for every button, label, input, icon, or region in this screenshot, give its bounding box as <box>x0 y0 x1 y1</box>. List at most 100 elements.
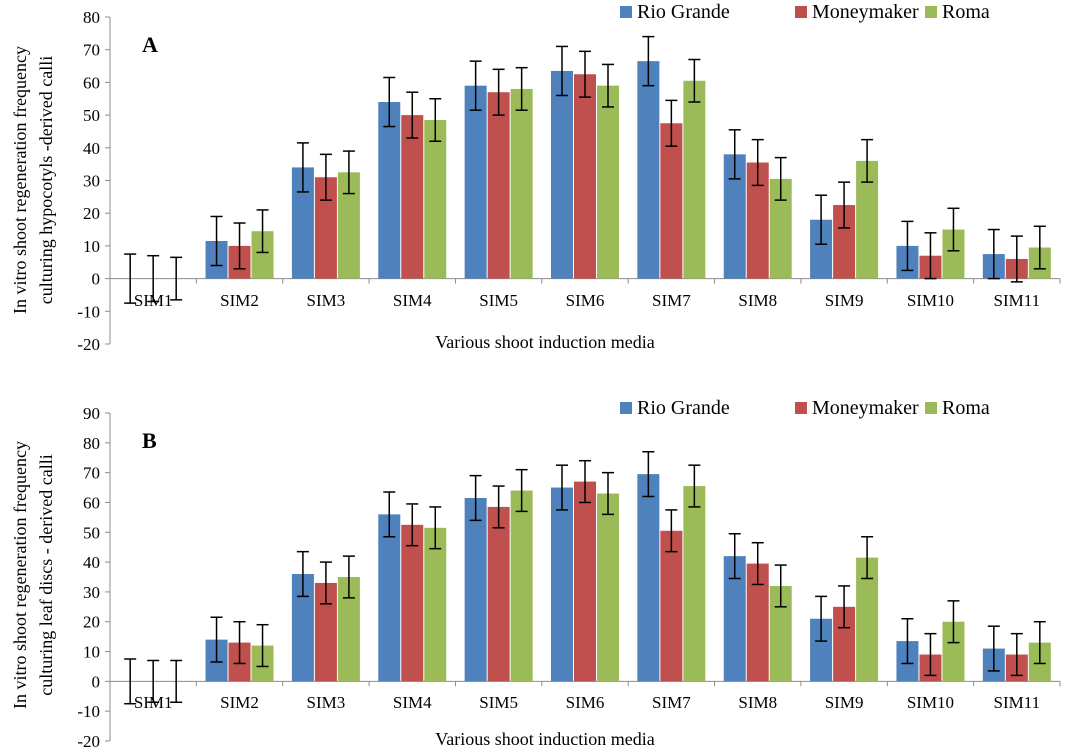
bar <box>660 123 683 279</box>
x-tick-label: SIM6 <box>566 291 605 310</box>
bar <box>723 556 746 682</box>
y-tick-label: 30 <box>83 583 100 602</box>
legend-label: Rio Grande <box>637 397 730 419</box>
x-tick-label: SIM8 <box>738 693 777 712</box>
y-tick-label: -20 <box>77 732 100 751</box>
bar <box>337 577 360 682</box>
panel-label: A <box>142 32 158 57</box>
bar <box>942 621 965 682</box>
bar <box>487 92 510 279</box>
bar <box>746 162 769 279</box>
bar <box>424 120 447 279</box>
bar <box>637 474 660 682</box>
bar <box>574 74 596 279</box>
bar <box>551 487 573 682</box>
chart-panel-b: 90 80 70 60 50 40 30 20 10 0 -10 -20 SIM1 SIM2 SIM3 SIM… <box>10 397 1061 751</box>
x-tick-label: SIM11 <box>994 291 1041 310</box>
x-tick-label: SIM2 <box>220 693 259 712</box>
bar <box>337 172 360 279</box>
bar <box>510 490 533 682</box>
bar <box>723 154 746 279</box>
legend-label: Roma <box>942 1 990 23</box>
x-tick-label: SIM4 <box>393 693 432 712</box>
x-tick-label: SIM9 <box>825 291 864 310</box>
y-axis-title: In vitro shoot regeneration frequency <box>10 46 30 314</box>
bar <box>597 493 619 682</box>
y-tick-label: 60 <box>83 493 100 512</box>
bar <box>378 514 401 682</box>
x-tick-label: SIM6 <box>566 693 605 712</box>
y-tick-label: -10 <box>77 302 100 321</box>
bar <box>810 219 833 279</box>
y-tick-label: 20 <box>83 204 100 223</box>
bar <box>856 557 879 682</box>
legend-swatch <box>795 402 807 414</box>
bar <box>401 524 424 682</box>
y-tick-label: 50 <box>83 106 100 125</box>
bar <box>660 530 683 682</box>
y-tick-label: -10 <box>77 702 100 721</box>
legend-swatch <box>620 6 632 18</box>
bar <box>401 115 424 279</box>
bar <box>464 497 487 682</box>
y-tick-label: 0 <box>92 270 101 289</box>
bar <box>810 618 833 682</box>
y-tick-label: 80 <box>83 8 100 27</box>
bar <box>833 205 856 279</box>
x-axis-title: Various shoot induction media <box>435 332 654 352</box>
x-tick-label: SIM7 <box>652 693 691 712</box>
legend-swatch <box>925 6 937 18</box>
bar <box>314 582 337 682</box>
bar <box>314 177 337 279</box>
legend-swatch <box>620 402 632 414</box>
bar <box>856 160 879 279</box>
bar <box>597 85 619 279</box>
bar <box>291 574 314 682</box>
bar <box>683 80 706 279</box>
x-tick-label: SIM10 <box>907 291 954 310</box>
x-tick-label: SIM10 <box>907 693 954 712</box>
bar <box>746 563 769 682</box>
y-tick-label: 0 <box>92 672 101 691</box>
bar <box>942 229 965 279</box>
x-tick-label: SIM3 <box>307 693 346 712</box>
legend-label: Moneymaker <box>812 397 919 419</box>
bar <box>291 167 314 279</box>
bar <box>769 178 792 279</box>
y-tick-label: 60 <box>83 73 100 92</box>
bar <box>510 88 533 279</box>
bar <box>464 85 487 279</box>
bar <box>378 102 401 279</box>
bar <box>769 585 792 682</box>
legend-swatch <box>925 402 937 414</box>
y-tick-label: 10 <box>83 643 100 662</box>
x-tick-label: SIM3 <box>307 291 346 310</box>
legend-label: Moneymaker <box>812 1 919 23</box>
bar <box>683 486 706 682</box>
bar <box>424 527 447 682</box>
y-tick-label: 80 <box>83 434 100 453</box>
x-tick-label: SIM5 <box>479 291 518 310</box>
bar <box>251 231 274 279</box>
y-tick-label: 40 <box>83 553 100 572</box>
chart-panel-a: 80 70 60 50 40 30 20 10 0 -10 -20 SIM1 SIM2 SIM3 SIM4 S… <box>10 1 1061 354</box>
legend-label: Rio Grande <box>637 1 730 23</box>
y-axis-title: culturing leaf discs - derived calli <box>36 454 56 695</box>
x-tick-label: SIM11 <box>994 693 1041 712</box>
y-tick-label: 40 <box>83 139 100 158</box>
y-tick-label: 70 <box>83 464 100 483</box>
bar <box>833 606 856 682</box>
x-tick-label: SIM8 <box>738 291 777 310</box>
y-tick-label: -20 <box>77 335 100 354</box>
y-tick-label: 50 <box>83 523 100 542</box>
x-tick-label: SIM4 <box>393 291 432 310</box>
x-tick-label: SIM9 <box>825 693 864 712</box>
x-tick-label: SIM2 <box>220 291 259 310</box>
y-tick-label: 70 <box>83 41 100 60</box>
legend-swatch <box>795 6 807 18</box>
x-tick-label: SIM1 <box>134 291 173 310</box>
x-tick-label: SIM7 <box>652 291 691 310</box>
bar <box>487 506 510 682</box>
legend-label: Roma <box>942 397 990 419</box>
